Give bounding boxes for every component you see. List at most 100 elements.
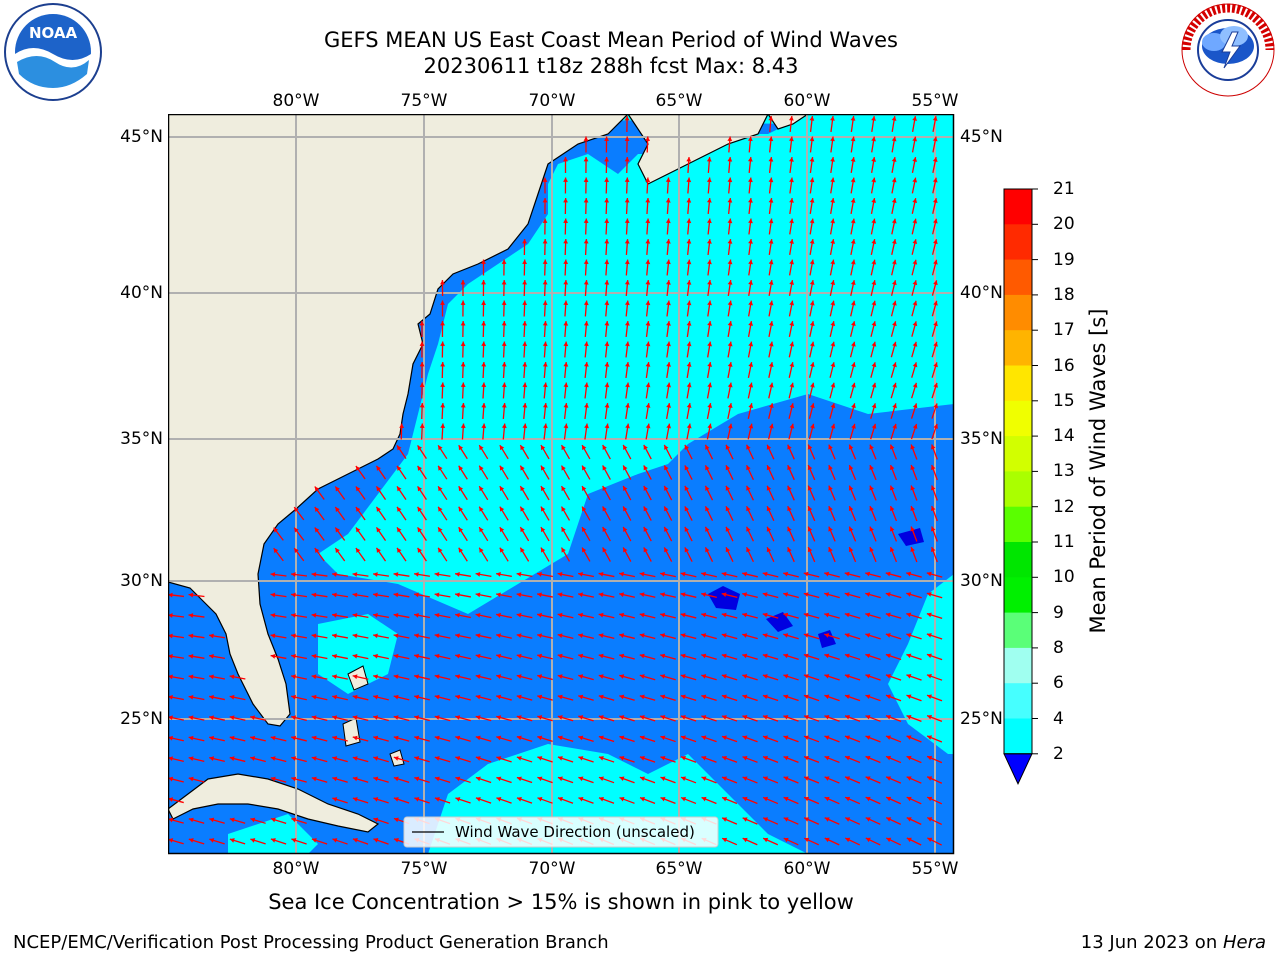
wave-arrow-head (742, 837, 748, 843)
wave-arrow-head (209, 715, 214, 721)
wave-arrow-head (830, 177, 835, 183)
wave-arrow-head (748, 280, 753, 285)
wave-arrow-head (830, 382, 836, 388)
wave-arrow-head (850, 198, 856, 203)
wave-arrow-head (624, 259, 630, 265)
wave-arrow-head (701, 612, 707, 618)
wave-arrow-head (516, 674, 522, 679)
wave-arrow-head (927, 735, 933, 740)
wave-arrow-head (557, 694, 563, 700)
wave-arrow-head (927, 694, 932, 699)
wave-arrow-head (892, 362, 897, 368)
wave-arrow-head (706, 177, 712, 183)
wave-arrow-head (542, 259, 548, 264)
wave-arrow-head (578, 797, 584, 802)
wave-arrow-head (886, 755, 892, 761)
wave-arrow-head (584, 423, 589, 429)
wave-arrow-head (742, 735, 748, 741)
wave-arrow-head (869, 506, 874, 512)
wave-arrow-head (865, 817, 871, 822)
wave-arrow-head (769, 423, 774, 429)
wave-arrow-head (926, 571, 932, 577)
wave-arrow-head (584, 362, 589, 367)
wave-arrow-head (912, 362, 918, 368)
wave-arrow-head (291, 592, 296, 598)
wave-arrow-head (686, 321, 692, 326)
wave-arrow-head (563, 300, 569, 306)
wave-arrow-head (707, 341, 712, 347)
wave-arrow-head (721, 694, 727, 700)
wave-arrow-head (475, 715, 481, 720)
wave-arrow-head (602, 547, 607, 553)
wave-arrow-head (824, 674, 830, 679)
wave-arrow-head (871, 321, 877, 327)
wave-arrow-head (542, 198, 548, 203)
wave-arrow-head (645, 321, 651, 326)
wave-arrow-head (291, 756, 297, 761)
wave-arrow-head (664, 485, 669, 491)
wave-arrow-head (542, 300, 548, 306)
wave-arrow-head (707, 218, 712, 224)
wave-arrow-head (623, 547, 628, 553)
wave-arrow-head (438, 465, 443, 471)
wave-arrow-head (680, 694, 686, 700)
wave-arrow-head (665, 259, 671, 265)
wave-arrow-head (522, 382, 528, 388)
wave-arrow-head (927, 817, 933, 822)
wave-arrow-head (828, 444, 833, 450)
wave-arrow-head (789, 341, 795, 347)
wave-arrow-head (845, 817, 851, 822)
wave-arrow-head (501, 341, 507, 347)
wave-arrow-head (496, 572, 501, 577)
wave-arrow-head (623, 465, 628, 471)
wave-arrow-head (475, 612, 481, 618)
wave-arrow-head (543, 423, 548, 429)
wave-arrow-head (932, 177, 938, 183)
wave-arrow-head (824, 571, 830, 577)
wave-arrow-head (311, 694, 317, 700)
wave-arrow-head (809, 300, 815, 306)
colorbar-band (1004, 400, 1032, 437)
wave-arrow-head (783, 755, 789, 761)
wave-arrow-head (434, 694, 440, 700)
wave-arrow-head (681, 776, 686, 781)
wave-arrow-head (660, 756, 666, 761)
wave-arrow-head (912, 136, 918, 142)
wave-arrow-head (460, 382, 466, 388)
wave-arrow-head (680, 653, 686, 659)
wave-arrow-head (440, 362, 446, 367)
wave-arrow-head (373, 735, 379, 741)
wave-arrow-head (707, 362, 712, 367)
wave-arrow-head (481, 280, 486, 285)
wave-arrow-head (501, 382, 507, 388)
wave-arrow-head (686, 239, 692, 244)
lon-label-top: 60°W (783, 91, 831, 111)
wave-arrow-head (810, 382, 815, 388)
wave-arrow-head (645, 300, 651, 306)
wave-arrow-head (788, 116, 794, 121)
colorbar-tick-label: 18 (1053, 284, 1075, 305)
wave-arrow-head (619, 633, 625, 638)
wave-arrow-head (479, 486, 484, 492)
wave-arrow-head (725, 485, 731, 491)
wave-arrow-head (762, 653, 768, 659)
wave-arrow-head (168, 613, 173, 618)
wave-arrow-head (869, 547, 874, 553)
wave-arrow-head (376, 547, 381, 553)
wave-arrow-head (850, 280, 856, 285)
wave-arrow-head (804, 796, 810, 802)
wave-arrow-head (871, 157, 876, 162)
wave-arrow-head (803, 715, 809, 720)
wave-arrow-head (824, 633, 830, 638)
wave-arrow-head (869, 526, 874, 532)
wave-arrow-head (414, 592, 419, 598)
wave-arrow-head (912, 382, 918, 388)
wave-arrow-head (537, 797, 543, 802)
wave-arrow-head (458, 547, 464, 553)
wave-arrow-head (727, 136, 733, 142)
footer-date-text: 13 Jun 2023 on (1080, 932, 1223, 953)
wave-arrow-head (824, 796, 830, 802)
wave-arrow-head (865, 612, 871, 618)
wave-arrow-head (294, 548, 299, 554)
land-newfoundland (767, 114, 810, 130)
